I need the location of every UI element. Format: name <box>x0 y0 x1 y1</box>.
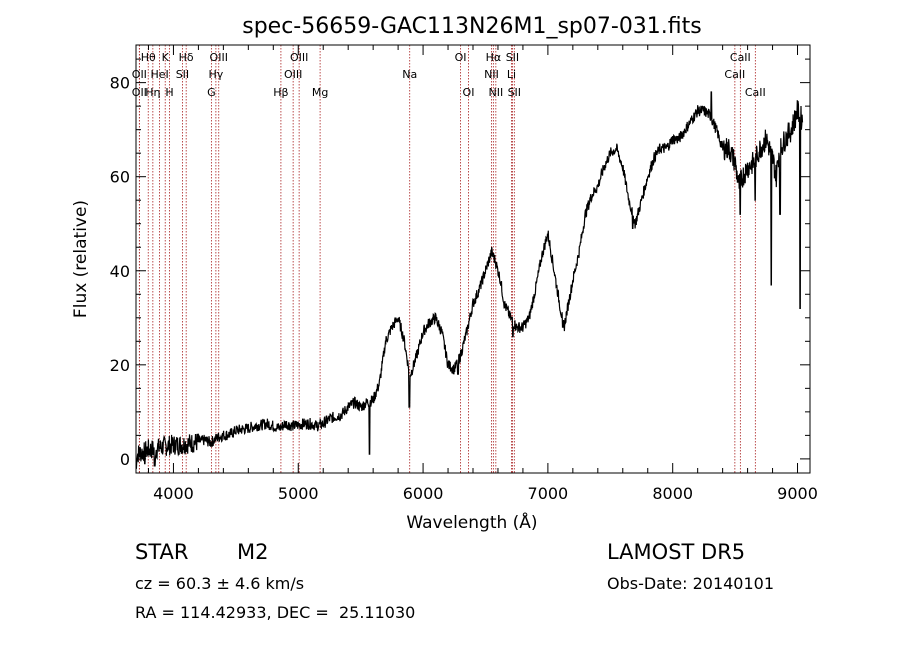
x-axis-ticks: 4000 5000 6000 7000 8000 9000 <box>147 45 818 503</box>
line-label-3: Hη <box>145 86 160 99</box>
line-label-13: OIII <box>284 68 302 81</box>
line-label-21: NII <box>488 86 503 99</box>
line-label-17: OI <box>455 51 467 64</box>
chart-title: spec-56659-GAC113N26M1_sp07-031.fits <box>242 14 702 39</box>
x-tick-label-4: 8000 <box>652 484 693 503</box>
spectral-line-markers <box>138 45 756 473</box>
spectrum-series-line <box>135 91 804 469</box>
line-label-11: G <box>207 86 216 99</box>
line-label-5: K <box>162 51 170 64</box>
line-label-24: SII <box>508 86 521 99</box>
object-class-label: STAR <box>135 540 189 564</box>
line-label-8: SII <box>176 68 189 81</box>
line-label-6: H <box>165 86 173 99</box>
x-axis-label: Wavelength (Å) <box>406 511 537 533</box>
line-label-12: Hβ <box>273 86 288 99</box>
redshift-line: cz = 60.3 ± 4.6 km/s <box>135 574 305 593</box>
y-tick-label-2: 40 <box>110 262 130 281</box>
line-label-15: Mg <box>312 86 328 99</box>
y-tick-label-4: 80 <box>110 74 130 93</box>
coordinates-line: RA = 114.42933, DEC = 25.11030 <box>135 603 416 622</box>
line-label-26: CaII <box>724 68 745 81</box>
line-label-9: OIII <box>210 51 228 64</box>
line-label-14: OIII <box>290 51 308 64</box>
line-label-10: Hγ <box>208 68 223 81</box>
line-label-22: SII <box>506 51 519 64</box>
line-label-7: Hδ <box>179 51 194 64</box>
line-label-4: HeI <box>150 68 168 81</box>
y-tick-label-3: 60 <box>110 168 130 187</box>
object-subclass-label: M2 <box>237 540 269 564</box>
line-label-0: Hθ <box>141 51 156 64</box>
x-tick-label-2: 6000 <box>403 484 444 503</box>
obs-date-line: Obs-Date: 20140101 <box>607 574 775 593</box>
x-tick-label-5: 9000 <box>777 484 818 503</box>
line-label-27: CaII <box>745 86 766 99</box>
line-label-19: Hα <box>486 51 502 64</box>
y-tick-label-0: 0 <box>120 450 130 469</box>
line-label-23: Li <box>507 68 516 81</box>
x-tick-label-3: 7000 <box>528 484 569 503</box>
survey-label: LAMOST DR5 <box>607 540 746 564</box>
line-label-18: OI <box>463 86 475 99</box>
line-label-16: Na <box>402 68 417 81</box>
y-tick-label-1: 20 <box>110 356 130 375</box>
x-tick-label-0: 4000 <box>153 484 194 503</box>
line-label-1: OII <box>132 68 147 81</box>
line-label-20: NII <box>484 68 499 81</box>
y-axis-ticks: 0 20 40 60 80 <box>110 58 810 469</box>
x-tick-label-1: 5000 <box>278 484 319 503</box>
y-axis-label: Flux (relative) <box>71 200 91 318</box>
line-label-25: CaII <box>730 51 751 64</box>
